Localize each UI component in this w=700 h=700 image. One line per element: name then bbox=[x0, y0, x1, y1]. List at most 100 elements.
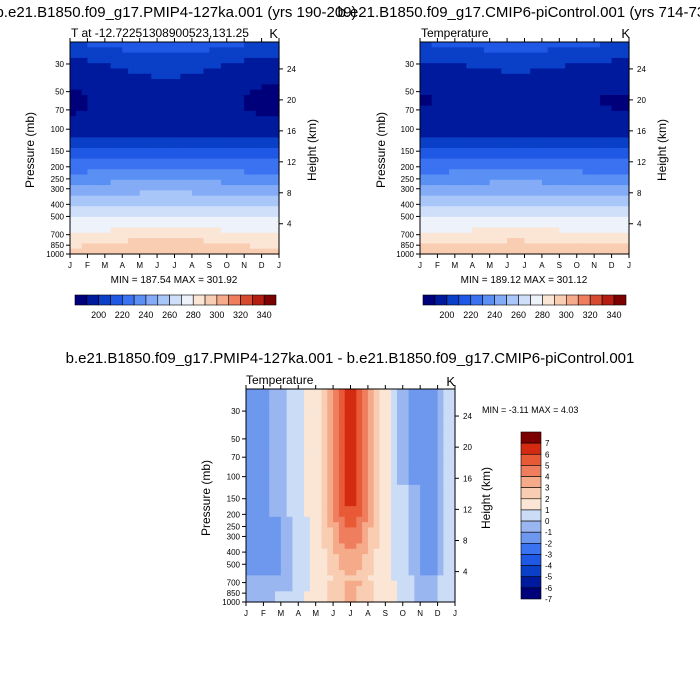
field-cell bbox=[414, 474, 421, 481]
field-cell bbox=[437, 42, 444, 48]
field-cell bbox=[362, 415, 369, 422]
field-cell bbox=[327, 452, 334, 459]
field-cell bbox=[273, 89, 280, 96]
field-cell bbox=[437, 516, 444, 523]
field-cell bbox=[431, 570, 439, 576]
field-cell bbox=[246, 410, 253, 417]
field-cell bbox=[443, 575, 450, 582]
field-cell bbox=[251, 511, 259, 518]
field-cell bbox=[524, 110, 531, 117]
field-cell bbox=[261, 142, 268, 149]
field-cell bbox=[174, 89, 181, 96]
field-cell bbox=[238, 174, 245, 181]
field-cell bbox=[414, 484, 421, 491]
field-cell bbox=[292, 522, 299, 529]
field-cell bbox=[489, 95, 497, 101]
field-cell bbox=[151, 222, 158, 229]
field-cell bbox=[565, 110, 572, 117]
field-cell bbox=[261, 63, 268, 70]
field-cell bbox=[244, 232, 251, 239]
field-cell bbox=[367, 538, 375, 545]
field-cell bbox=[431, 559, 439, 566]
field-cell bbox=[309, 527, 317, 534]
field-cell bbox=[425, 532, 433, 539]
field-cell bbox=[431, 447, 439, 454]
field-cell bbox=[443, 506, 450, 513]
field-cell bbox=[180, 47, 187, 54]
field-cell bbox=[321, 490, 328, 497]
field-cell bbox=[385, 564, 392, 571]
field-cell bbox=[263, 479, 270, 486]
field-cell bbox=[431, 57, 439, 64]
field-cell bbox=[524, 158, 531, 165]
field-cell bbox=[576, 73, 584, 80]
field-cell bbox=[104, 84, 112, 91]
field-cell bbox=[501, 211, 508, 218]
field-cell bbox=[408, 495, 415, 502]
field-cell bbox=[443, 116, 450, 123]
field-cell bbox=[495, 132, 502, 138]
field-cell bbox=[273, 116, 280, 123]
field-cell bbox=[275, 479, 282, 486]
field-cell bbox=[157, 216, 164, 223]
field-cell bbox=[81, 126, 89, 133]
field-cell bbox=[367, 415, 375, 422]
field-cell bbox=[536, 174, 543, 181]
field-cell bbox=[385, 580, 392, 587]
field-cell bbox=[304, 580, 311, 587]
field-cell bbox=[501, 153, 508, 160]
field-cell bbox=[110, 227, 118, 234]
field-cell bbox=[186, 216, 193, 223]
field-cell bbox=[304, 564, 311, 571]
field-cell bbox=[275, 522, 282, 529]
field-cell bbox=[553, 195, 560, 202]
field-cell bbox=[249, 169, 257, 176]
field-cell bbox=[588, 89, 595, 96]
field-cell bbox=[263, 559, 270, 566]
field-cell bbox=[203, 84, 210, 91]
field-cell bbox=[269, 452, 276, 459]
field-cell bbox=[246, 575, 253, 582]
field-cell bbox=[425, 543, 433, 550]
x-tick-label: J bbox=[349, 609, 353, 618]
field-cell bbox=[333, 532, 340, 539]
colorbar-swatch bbox=[133, 294, 147, 306]
pressure-tick-label: 150 bbox=[227, 495, 241, 504]
field-cell bbox=[157, 42, 164, 48]
field-cell bbox=[191, 79, 199, 85]
field-cell bbox=[489, 47, 497, 54]
field-cell bbox=[425, 110, 433, 117]
field-cell bbox=[255, 105, 263, 112]
field-cell bbox=[333, 575, 340, 582]
field-cell bbox=[530, 195, 537, 202]
field-cell bbox=[443, 68, 450, 75]
field-cell bbox=[133, 222, 141, 229]
field-cell bbox=[104, 148, 112, 154]
field-cell bbox=[321, 484, 328, 491]
field-cell bbox=[379, 559, 386, 566]
field-cell bbox=[104, 222, 112, 229]
field-cell bbox=[437, 79, 444, 85]
field-cell bbox=[541, 126, 549, 133]
field-cell bbox=[553, 116, 560, 123]
field-cell bbox=[373, 559, 381, 566]
field-cell bbox=[396, 506, 404, 513]
field-cell bbox=[396, 490, 404, 497]
field-cell bbox=[379, 532, 386, 539]
field-cell bbox=[255, 100, 263, 107]
field-cell bbox=[286, 511, 294, 518]
field-cell bbox=[408, 500, 415, 507]
field-cell bbox=[261, 227, 268, 234]
field-cell bbox=[623, 121, 630, 128]
field-cell bbox=[524, 126, 531, 133]
field-cell bbox=[145, 148, 152, 154]
field-cell bbox=[267, 227, 274, 234]
field-cell bbox=[478, 89, 485, 96]
field-cell bbox=[466, 42, 473, 48]
field-cell bbox=[385, 500, 392, 507]
field-cell bbox=[273, 110, 280, 117]
field-cell bbox=[275, 420, 282, 427]
field-cell bbox=[304, 431, 311, 438]
colorbar-swatch bbox=[520, 465, 542, 477]
field-cell bbox=[594, 42, 601, 48]
